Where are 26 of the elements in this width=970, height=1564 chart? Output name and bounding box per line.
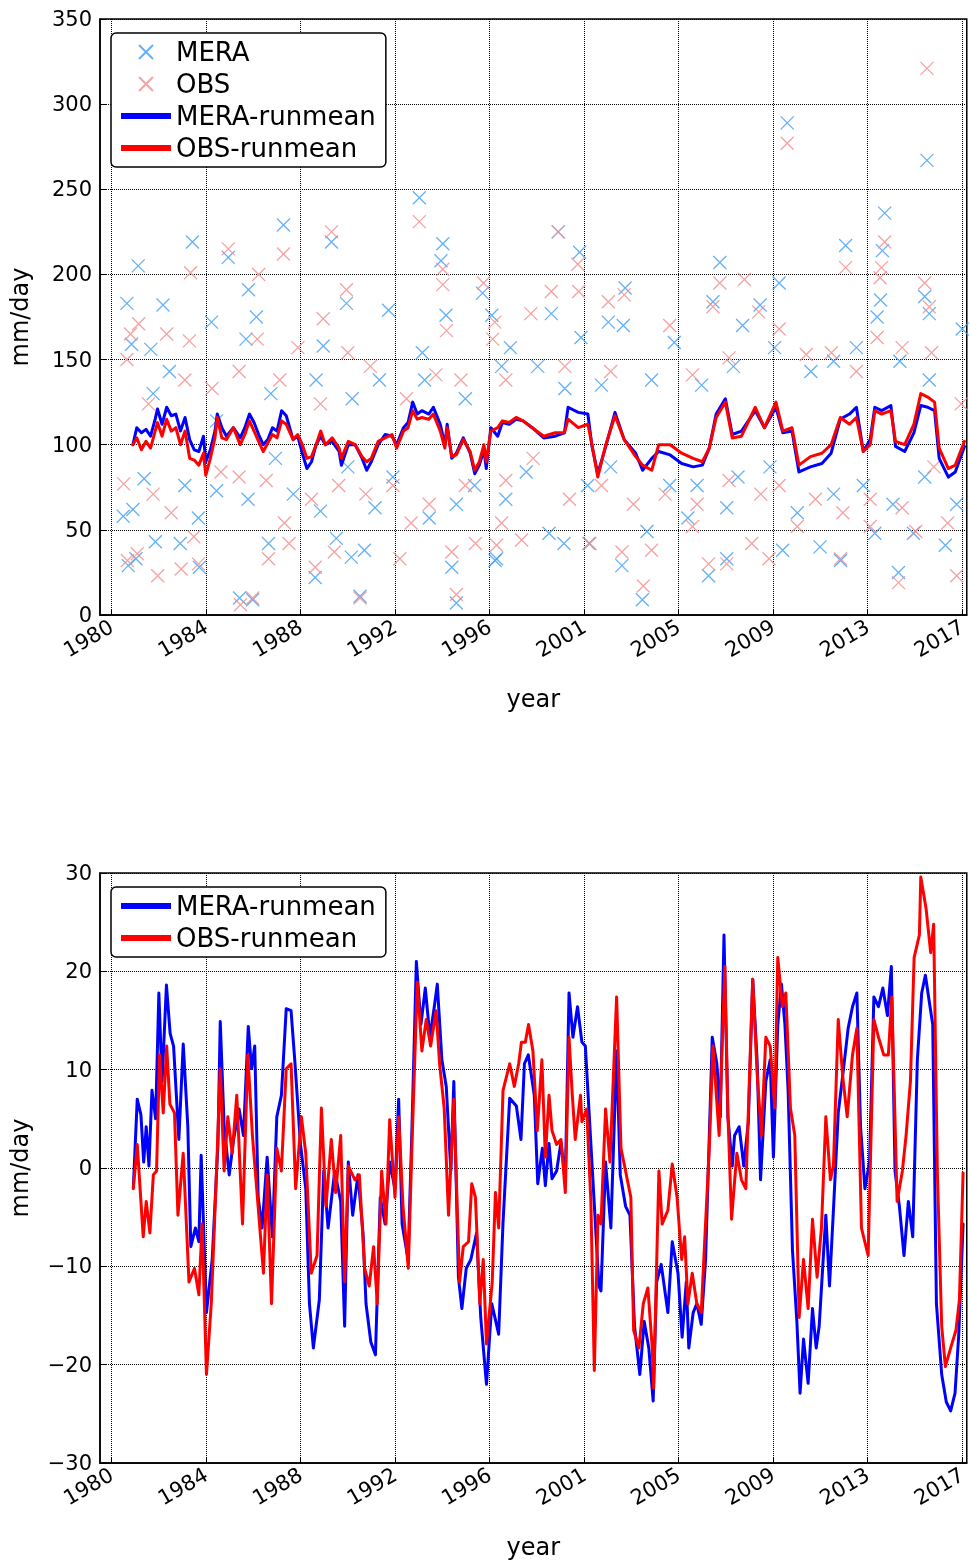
y-tick-label: 30 — [65, 861, 92, 885]
y-axis-title: mm/day — [6, 267, 34, 367]
y-tick-label: −10 — [47, 1254, 92, 1279]
legend-label: OBS-runmean — [176, 133, 358, 163]
y-tick-label: 250 — [51, 177, 92, 202]
x-axis-title: year — [506, 1533, 561, 1561]
y-tick-label: 0 — [78, 603, 92, 627]
y-tick-label: 350 — [51, 7, 92, 31]
legend-label: OBS-runmean — [176, 923, 358, 953]
y-tick-label: −30 — [47, 1451, 92, 1475]
y-tick-label: 200 — [51, 262, 92, 287]
y-tick-label: 0 — [78, 1156, 92, 1180]
legend-label: MERA — [176, 37, 250, 67]
line-series — [131, 875, 965, 1390]
legend-label: MERA-runmean — [176, 891, 376, 921]
legend-label: OBS — [176, 69, 231, 99]
y-tick-label: 100 — [51, 432, 92, 457]
legend-label: MERA-runmean — [176, 101, 376, 131]
y-tick-label: 50 — [65, 517, 92, 542]
y-tick-label: 20 — [65, 959, 92, 984]
y-axis-title: mm/day — [6, 1118, 34, 1218]
y-tick-label: −20 — [47, 1352, 92, 1377]
y-tick-label: 300 — [51, 92, 92, 117]
x-axis-title: year — [506, 685, 561, 713]
y-tick-label: 150 — [51, 347, 92, 372]
y-tick-label: 10 — [65, 1057, 92, 1082]
